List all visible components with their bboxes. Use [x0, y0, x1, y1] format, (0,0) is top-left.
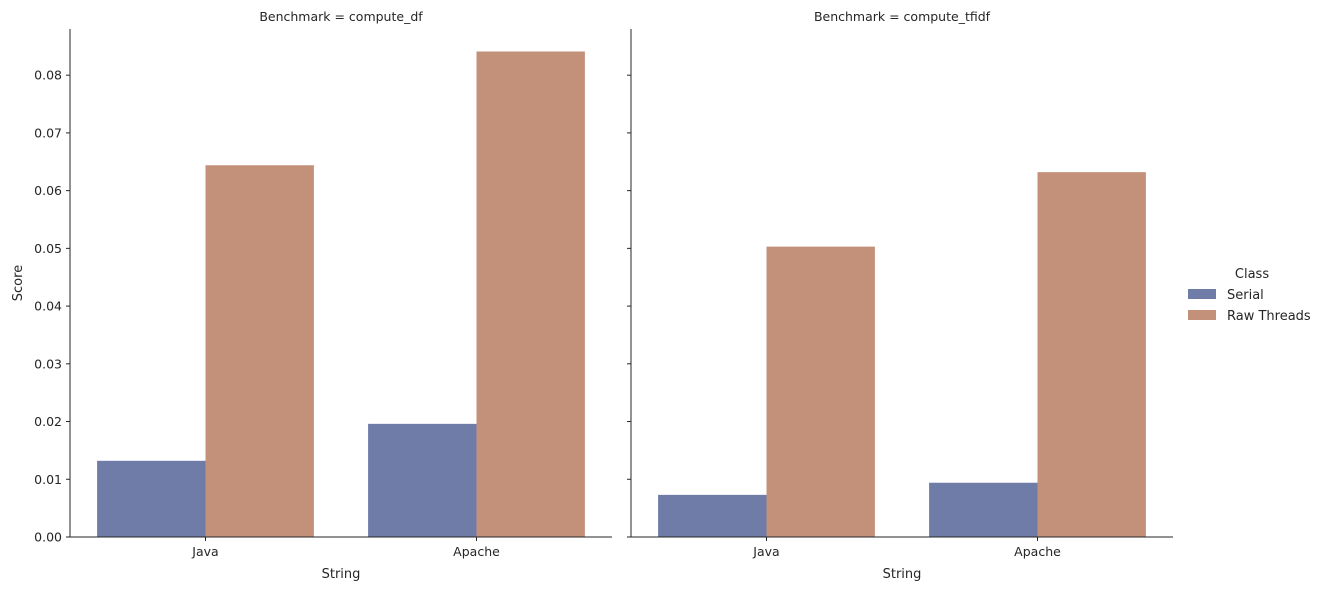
facet-panel-2: Java Apache String Benchmark = compute_tfid… — [627, 9, 1173, 582]
y-tick-label: 0.04 — [34, 299, 62, 314]
bar-raw-threads-java — [766, 246, 875, 537]
x-tick-label: Java — [752, 544, 779, 559]
legend-label-raw-threads: Raw Threads — [1227, 309, 1311, 324]
x-axis-label: String — [883, 567, 922, 582]
x-tick-label: Apache — [453, 544, 500, 559]
y-axis-label: Score — [11, 265, 26, 301]
legend-swatch-raw-threads — [1188, 310, 1216, 320]
x-tick-label: Java — [191, 544, 218, 559]
x-tick-label: Apache — [1014, 544, 1061, 559]
bar-serial-apache — [368, 423, 477, 537]
facets: 0.00 0.01 0.02 0.03 0.04 0.05 0.06 0.07 0.08 Java… — [11, 9, 1173, 582]
y-tick-label: 0.02 — [34, 414, 62, 429]
legend: Class Serial Raw Threads — [1188, 267, 1311, 324]
y-tick-label: 0.07 — [34, 125, 62, 140]
y-tick-label: 0.00 — [34, 530, 62, 545]
bar-raw-threads-java — [205, 165, 314, 538]
bar-serial-apache — [929, 482, 1038, 537]
legend-title: Class — [1235, 267, 1269, 282]
bar-serial-java — [658, 494, 767, 537]
y-tick-label: 0.05 — [34, 241, 62, 256]
legend-label-serial: Serial — [1227, 288, 1264, 303]
bar-raw-threads-apache — [476, 51, 585, 537]
x-axis-label: String — [322, 567, 361, 582]
y-tick-label: 0.01 — [34, 472, 62, 487]
y-tick-label: 0.06 — [34, 183, 62, 198]
y-tick-label: 0.08 — [34, 68, 62, 83]
legend-swatch-serial — [1188, 289, 1216, 299]
facet-panel-1: 0.00 0.01 0.02 0.03 0.04 0.05 0.06 0.07 0.08 Java… — [34, 9, 612, 582]
bar-serial-java — [97, 460, 206, 537]
facet-title: Benchmark = compute_tfidf — [814, 9, 991, 24]
bar-raw-threads-apache — [1037, 172, 1146, 537]
facet-title: Benchmark = compute_df — [259, 9, 423, 24]
y-tick-label: 0.03 — [34, 356, 62, 371]
